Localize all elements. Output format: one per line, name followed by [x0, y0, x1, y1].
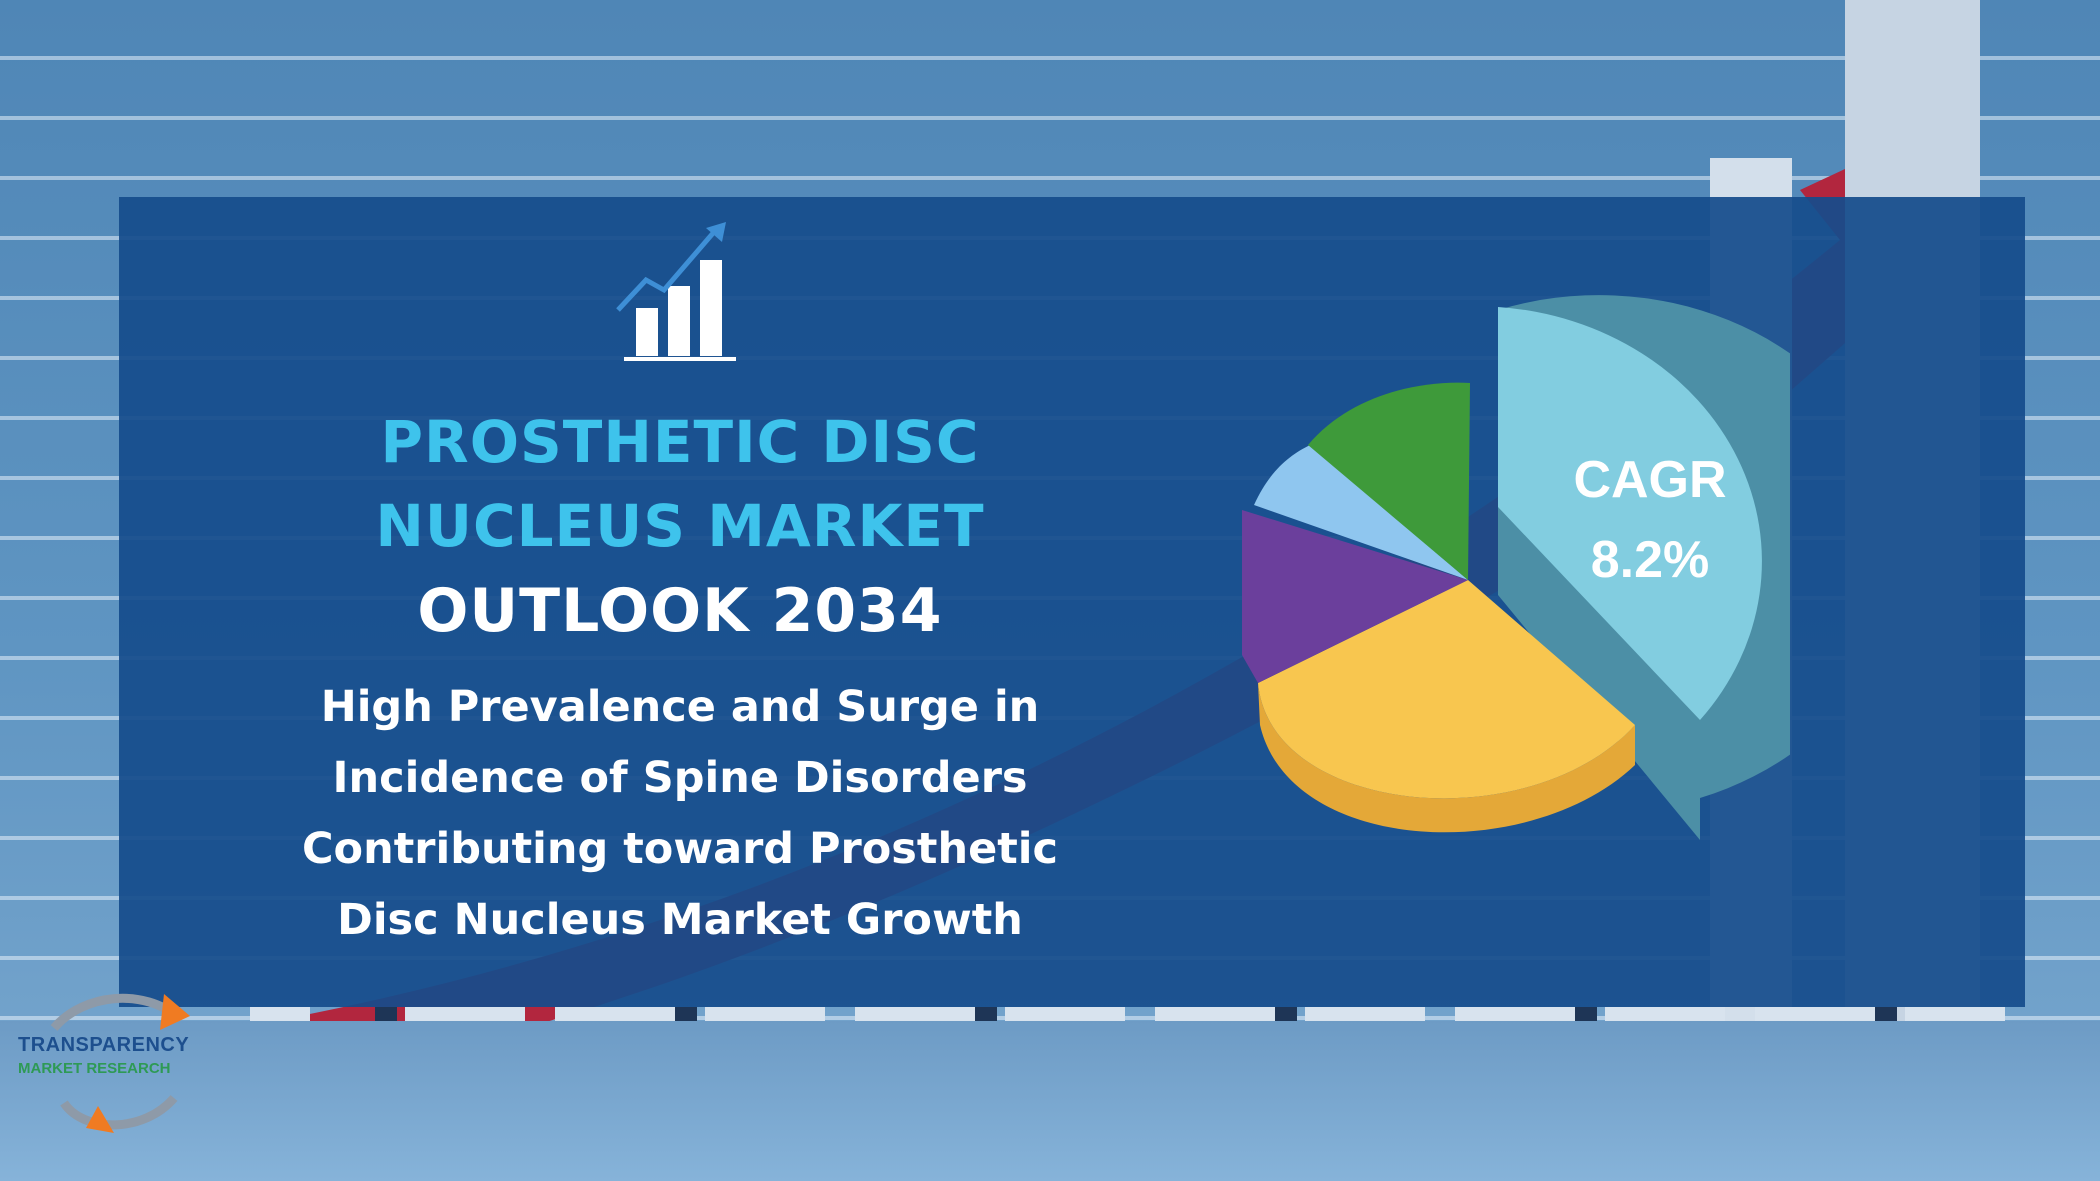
title-line-3: OUTLOOK 2034	[417, 576, 943, 646]
title-line-2: NUCLEUS MARKET	[375, 492, 985, 560]
growth-chart-icon	[616, 222, 736, 361]
cagr-label: CAGR	[1573, 451, 1727, 509]
logo-tagline: MARKET RESEARCH	[18, 1060, 171, 1077]
background-floor	[0, 1021, 2100, 1181]
title-line-1: PROSTHETIC DISC	[380, 408, 980, 476]
pie-chart-graphic	[1242, 295, 1790, 840]
cagr-value: 8.2%	[1590, 531, 1710, 589]
logo-name: TRANSPARENCY	[18, 1034, 190, 1056]
company-logo-icon	[50, 993, 190, 1133]
subtitle-text: High Prevalence and Surge in Incidence o…	[301, 682, 1059, 945]
cagr-label-block: CAGR 8.2%	[1540, 440, 1760, 600]
